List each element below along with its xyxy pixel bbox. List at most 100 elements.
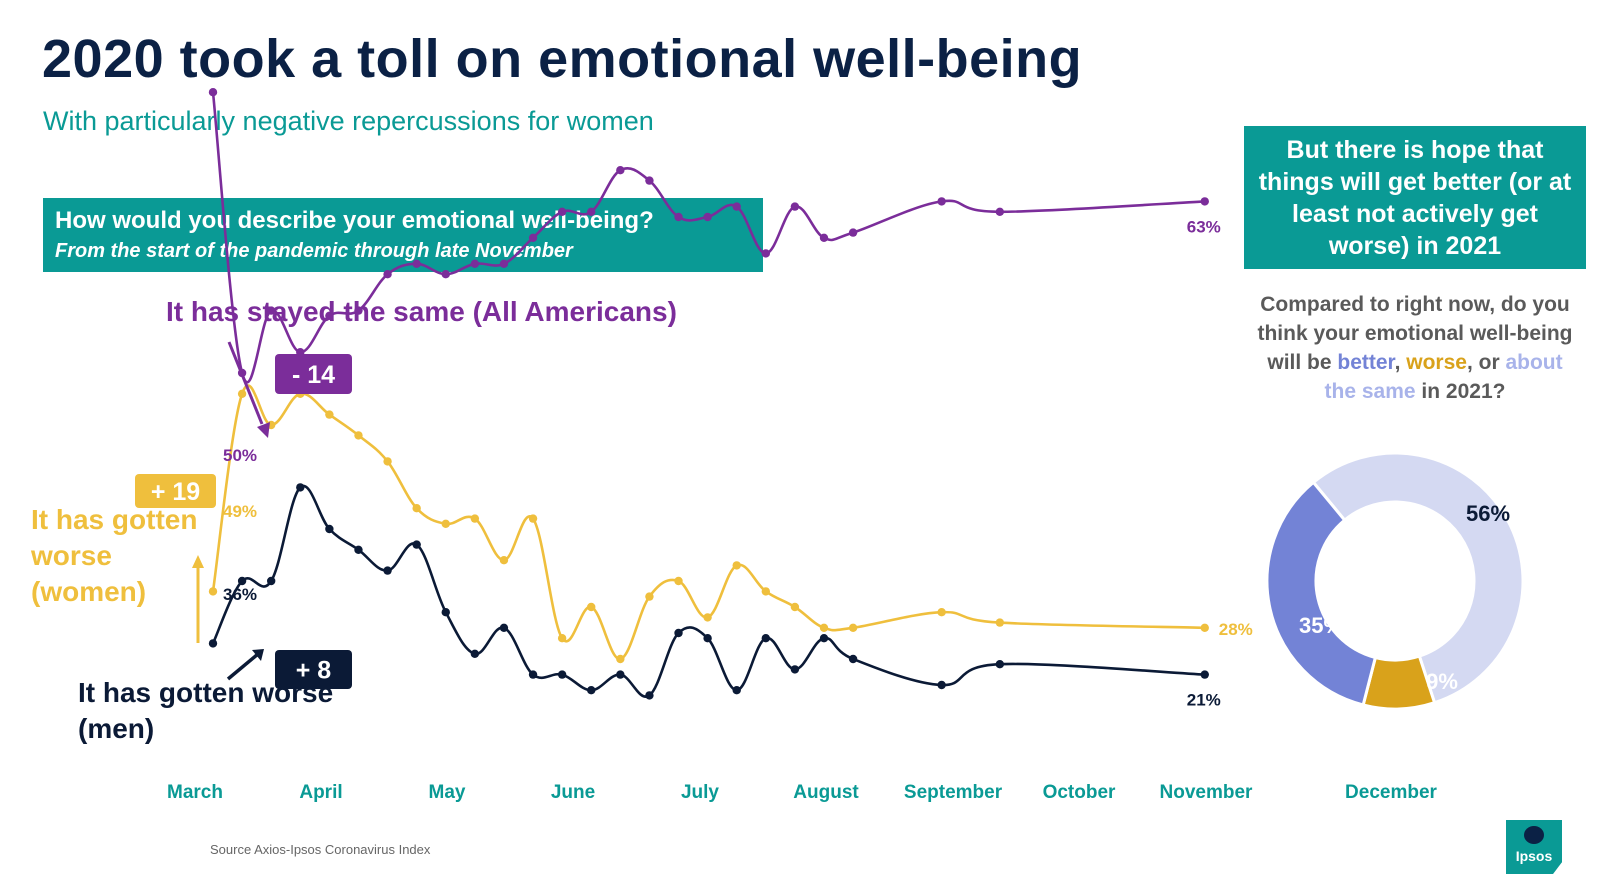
data-point-men	[616, 670, 625, 679]
data-point-same	[1200, 197, 1209, 206]
data-point-women	[587, 602, 596, 612]
data-point-same	[848, 228, 858, 237]
data-point-same	[499, 259, 509, 268]
data-point-same	[995, 207, 1005, 216]
series-label-women-line: (women)	[31, 576, 146, 607]
data-point-same	[441, 270, 450, 279]
word-better: better	[1337, 351, 1395, 374]
series-label-same: It has stayed the same (All Americans)	[166, 296, 677, 327]
end-label-women: 28%	[1219, 620, 1253, 639]
data-point-same	[732, 202, 741, 211]
data-point-men	[528, 670, 538, 679]
data-point-same	[587, 207, 596, 216]
badge-same: - 14	[292, 361, 335, 389]
arrow-women-head	[192, 555, 204, 568]
page-subtitle: With particularly negative repercussions…	[43, 106, 654, 136]
data-point-men	[325, 524, 334, 534]
x-tick-label: May	[429, 782, 466, 803]
data-point-men	[296, 483, 305, 492]
data-point-women	[208, 587, 218, 596]
arrow-same	[227, 341, 264, 425]
arrow-men-head	[252, 649, 264, 661]
end-label-men: 21%	[1187, 691, 1221, 710]
data-point-men	[819, 634, 829, 643]
data-point-same	[383, 270, 392, 279]
badge-men-bg	[275, 650, 352, 689]
word-worse: worse	[1406, 351, 1467, 374]
series-line-same	[211, 92, 1205, 384]
question-box: How would you describe your emotional we…	[43, 198, 763, 272]
data-point-men	[937, 680, 946, 690]
data-point-women	[995, 618, 1005, 627]
data-point-men	[354, 545, 363, 554]
logo-text: Ipsos	[1515, 848, 1553, 864]
x-tick-label: October	[1043, 782, 1116, 803]
data-point-women	[325, 410, 334, 419]
series-label-women: It has gotten worse (women)	[30, 504, 197, 607]
start-label-men: 36%	[223, 585, 257, 604]
data-point-men	[995, 660, 1005, 669]
data-point-women	[819, 623, 829, 632]
data-point-women	[383, 457, 392, 466]
ipsos-logo: Ipsos	[1506, 820, 1562, 874]
data-point-same	[645, 176, 654, 185]
logo-mark-icon	[1524, 826, 1544, 844]
data-point-men	[587, 686, 596, 695]
hope-box: But there is hope that things will get b…	[1244, 126, 1586, 269]
series-label-men-line: (men)	[78, 713, 154, 744]
question-2021-part1: Compared to right now, do you think your…	[1257, 293, 1573, 374]
x-tick-label: November	[1160, 782, 1254, 803]
data-point-men	[645, 691, 654, 700]
data-point-women	[470, 514, 480, 523]
series-label-men: It has gotten worse (men)	[78, 677, 333, 744]
data-point-women	[732, 561, 741, 570]
data-point-women	[937, 608, 946, 617]
data-point-women	[528, 514, 538, 523]
word-or: , or	[1466, 351, 1506, 374]
data-point-same	[819, 233, 829, 242]
arrow-same-head	[257, 422, 270, 438]
data-point-men	[237, 576, 247, 586]
data-point-same	[616, 166, 625, 175]
end-label-same: 63%	[1187, 217, 1221, 236]
question-2021-part2: in 2021?	[1415, 380, 1506, 403]
data-point-men	[208, 639, 218, 648]
x-tick-label: June	[551, 782, 595, 803]
data-point-women	[674, 576, 683, 586]
data-point-men	[732, 686, 741, 695]
page-title: 2020 took a toll on emotional well-being	[42, 29, 1083, 89]
data-point-same	[761, 249, 771, 258]
data-point-same	[266, 306, 276, 315]
donut-slice-about-the-same	[1311, 451, 1525, 705]
donut-label: 9%	[1426, 669, 1458, 694]
question-subtext: From the start of the pandemic through l…	[55, 240, 573, 262]
data-point-women	[703, 613, 712, 622]
series-label-women-line: It has gotten	[31, 504, 197, 535]
data-point-men	[703, 634, 712, 643]
data-point-women	[761, 587, 771, 596]
data-point-women	[616, 654, 625, 664]
data-point-women	[412, 504, 421, 513]
x-tick-label: August	[793, 782, 859, 803]
data-point-women	[441, 519, 450, 528]
data-point-same	[208, 88, 218, 97]
data-point-women	[237, 389, 247, 398]
data-point-women	[354, 431, 363, 440]
start-label-women: 49%	[223, 502, 257, 521]
data-point-same	[703, 212, 712, 222]
data-point-same	[937, 197, 946, 206]
arrow-men	[226, 652, 260, 681]
data-point-men	[266, 576, 276, 586]
data-point-women	[790, 602, 800, 612]
data-point-women	[499, 556, 509, 565]
data-point-men	[761, 634, 771, 643]
data-point-same	[528, 233, 538, 242]
data-point-men	[412, 540, 421, 549]
data-point-men	[470, 649, 480, 658]
x-tick-label: April	[299, 782, 342, 803]
data-point-men	[848, 654, 858, 664]
question-text: How would you describe your emotional we…	[55, 207, 654, 234]
series-line-women	[211, 384, 1205, 661]
x-tick-label: March	[167, 782, 223, 803]
